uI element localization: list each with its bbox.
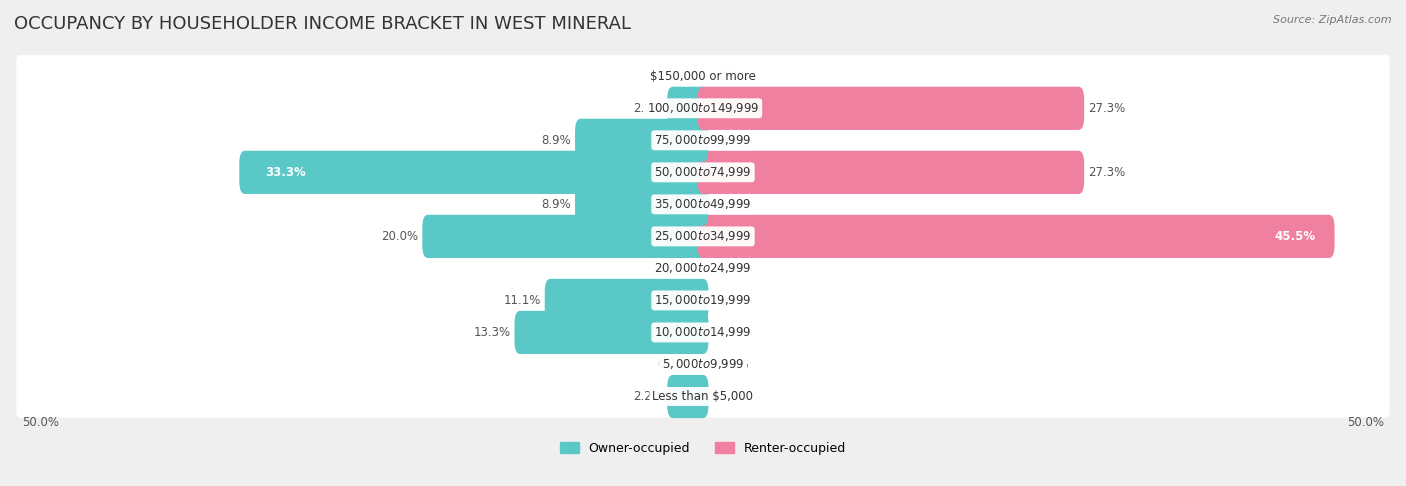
Text: 0.0%: 0.0% — [720, 198, 749, 211]
Text: 8.9%: 8.9% — [541, 198, 571, 211]
FancyBboxPatch shape — [17, 343, 1389, 385]
Text: $100,000 to $149,999: $100,000 to $149,999 — [647, 101, 759, 115]
Text: $35,000 to $49,999: $35,000 to $49,999 — [654, 197, 752, 211]
Text: 0.0%: 0.0% — [720, 134, 749, 147]
Text: $10,000 to $14,999: $10,000 to $14,999 — [654, 326, 752, 339]
FancyBboxPatch shape — [697, 151, 1084, 194]
FancyBboxPatch shape — [697, 215, 1334, 258]
FancyBboxPatch shape — [17, 375, 1389, 417]
FancyBboxPatch shape — [17, 312, 1389, 354]
Text: 8.9%: 8.9% — [541, 134, 571, 147]
FancyBboxPatch shape — [17, 215, 1389, 258]
Text: Less than $5,000: Less than $5,000 — [652, 390, 754, 403]
Text: $50,000 to $74,999: $50,000 to $74,999 — [654, 165, 752, 179]
Text: 0.0%: 0.0% — [657, 358, 686, 371]
FancyBboxPatch shape — [17, 119, 1389, 161]
Legend: Owner-occupied, Renter-occupied: Owner-occupied, Renter-occupied — [555, 437, 851, 460]
FancyBboxPatch shape — [515, 311, 709, 354]
FancyBboxPatch shape — [17, 183, 1389, 226]
Text: 2.2%: 2.2% — [633, 102, 664, 115]
Text: $25,000 to $34,999: $25,000 to $34,999 — [654, 229, 752, 243]
Text: OCCUPANCY BY HOUSEHOLDER INCOME BRACKET IN WEST MINERAL: OCCUPANCY BY HOUSEHOLDER INCOME BRACKET … — [14, 15, 631, 33]
FancyBboxPatch shape — [697, 87, 1084, 130]
FancyBboxPatch shape — [17, 247, 1389, 290]
Text: 20.0%: 20.0% — [381, 230, 418, 243]
Text: Source: ZipAtlas.com: Source: ZipAtlas.com — [1274, 15, 1392, 25]
Text: 0.0%: 0.0% — [720, 358, 749, 371]
Text: 27.3%: 27.3% — [1088, 102, 1126, 115]
Text: 0.0%: 0.0% — [720, 294, 749, 307]
FancyBboxPatch shape — [17, 151, 1389, 193]
FancyBboxPatch shape — [239, 151, 709, 194]
Text: 2.2%: 2.2% — [633, 390, 664, 403]
Text: $75,000 to $99,999: $75,000 to $99,999 — [654, 133, 752, 147]
FancyBboxPatch shape — [17, 87, 1389, 129]
FancyBboxPatch shape — [575, 119, 709, 162]
Text: $5,000 to $9,999: $5,000 to $9,999 — [662, 357, 744, 371]
FancyBboxPatch shape — [422, 215, 709, 258]
Text: 11.1%: 11.1% — [503, 294, 541, 307]
FancyBboxPatch shape — [668, 87, 709, 130]
Text: 50.0%: 50.0% — [1347, 417, 1384, 429]
Text: 50.0%: 50.0% — [22, 417, 59, 429]
Text: 0.0%: 0.0% — [720, 262, 749, 275]
FancyBboxPatch shape — [575, 183, 709, 226]
FancyBboxPatch shape — [668, 375, 709, 418]
Text: $150,000 or more: $150,000 or more — [650, 70, 756, 83]
FancyBboxPatch shape — [544, 279, 709, 322]
Text: 27.3%: 27.3% — [1088, 166, 1126, 179]
Text: 0.0%: 0.0% — [657, 262, 686, 275]
Text: $15,000 to $19,999: $15,000 to $19,999 — [654, 294, 752, 308]
Text: 0.0%: 0.0% — [720, 70, 749, 83]
Text: 0.0%: 0.0% — [657, 70, 686, 83]
Text: 0.0%: 0.0% — [720, 326, 749, 339]
Text: 13.3%: 13.3% — [474, 326, 510, 339]
FancyBboxPatch shape — [17, 55, 1389, 97]
Text: $20,000 to $24,999: $20,000 to $24,999 — [654, 261, 752, 276]
FancyBboxPatch shape — [17, 279, 1389, 322]
Text: 0.0%: 0.0% — [720, 390, 749, 403]
Text: 33.3%: 33.3% — [266, 166, 307, 179]
Text: 45.5%: 45.5% — [1274, 230, 1316, 243]
